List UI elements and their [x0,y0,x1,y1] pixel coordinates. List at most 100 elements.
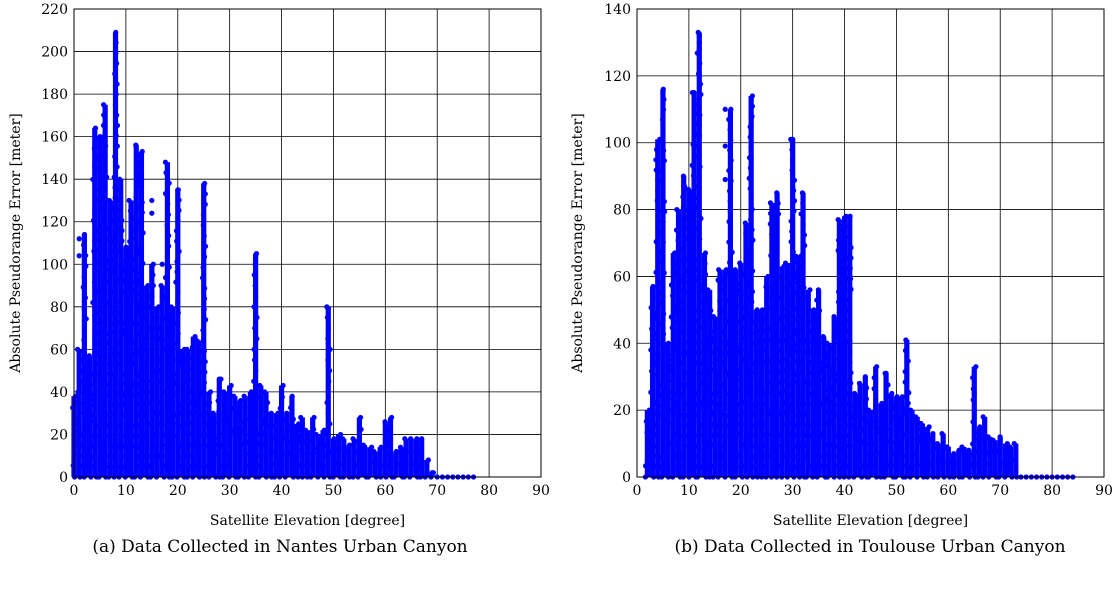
scatter-point [173,228,180,234]
scatter-point [695,443,701,449]
scatter-point [654,372,660,378]
scatter-column [118,179,124,477]
y-tick-label: 80 [613,203,631,219]
scatter-point [836,464,843,470]
scatter-point [656,320,662,327]
scatter-point [96,144,102,150]
scatter-point [925,461,932,468]
plot-frame [636,8,1105,478]
scatter-point [258,405,264,411]
scatter-point [178,463,185,469]
scatter-point [750,237,756,243]
scatter-point [655,413,661,419]
scatter-point [107,433,113,439]
x-tick-labels: 0 10 20 30 40 50 60 70 80 90 [70,483,550,499]
scatter-point [96,340,102,346]
scatter-point [137,281,143,287]
scatter-point [236,430,242,436]
scatter-point [686,453,692,460]
scatter-point [847,213,853,219]
scatter-point [199,411,205,417]
scatter-point [733,370,739,376]
scatter-point [81,400,87,406]
scatter-point [669,389,675,395]
scatter-point [721,308,728,314]
scatter-point [134,349,141,356]
scatter-point [705,464,712,470]
scatter-point [107,412,113,419]
scatter-point [206,431,212,438]
scatter-point [157,325,163,331]
scatter-point [681,339,688,345]
scatter-point [305,451,312,457]
scatter-point [206,442,213,448]
scatter-column [419,438,425,477]
scatter-point [295,447,301,454]
scatter-point [865,407,872,413]
scatter-point [277,405,283,411]
scatter-point [809,432,815,438]
scatter-point [710,335,716,341]
scatter-point [770,442,776,448]
scatter-point [705,443,711,449]
scatter-point [133,318,139,325]
scatter-point [184,368,190,374]
scatter-point [129,392,135,398]
scatter-point [253,251,260,257]
scatter-point [137,393,144,399]
x-tick-label: 60 [939,483,957,499]
scatter-point [664,429,671,436]
scatter-point [842,328,848,334]
scatter-point [288,428,294,434]
scatter-point [658,229,664,235]
scatter-point [158,282,164,289]
scatter-point [697,164,703,170]
scatter-point [772,400,778,406]
scatter-point [863,452,870,458]
scatter-point [753,453,759,459]
scatter-point [183,421,189,427]
scatter-point [661,209,668,215]
scatter-point [202,243,209,249]
scatter-point [164,222,170,228]
scatter-point [358,426,364,432]
scatter-point [194,338,200,344]
scatter-point [773,242,779,249]
scatter-point [685,433,691,439]
scatter-column [987,436,993,477]
scatter-point [429,470,435,476]
x-tick-label: 80 [480,483,498,499]
scatter-point [682,183,688,190]
scatter-column [982,416,988,477]
scatter-point [112,70,119,76]
scatter-point [773,263,779,270]
scatter-point [887,462,893,468]
scatter-point [695,195,701,201]
scatter-point [701,314,707,320]
scatter-point [915,462,921,468]
scatter-point [653,361,660,368]
scatter-point [169,336,175,342]
scatter-point [153,431,159,438]
scatter-point [749,443,755,449]
scatter-point [419,436,425,442]
scatter-point [738,410,744,416]
scatter-point [743,230,749,237]
scatter-point [81,390,87,396]
scatter-point [772,253,779,259]
scatter-point [319,451,325,457]
scatter-point [821,388,828,394]
scatter-point [788,402,794,408]
scatter-point [773,348,779,354]
scatter-point [749,113,755,120]
scatter-point [257,382,263,389]
scatter-point [216,376,222,382]
scatter-point [768,337,774,343]
y-tick-label: 40 [613,336,631,352]
scatter-point [180,389,186,395]
scatter-point [679,329,685,335]
scatter-point [176,361,182,367]
scatter-point [123,255,129,261]
scatter-point [783,399,789,405]
